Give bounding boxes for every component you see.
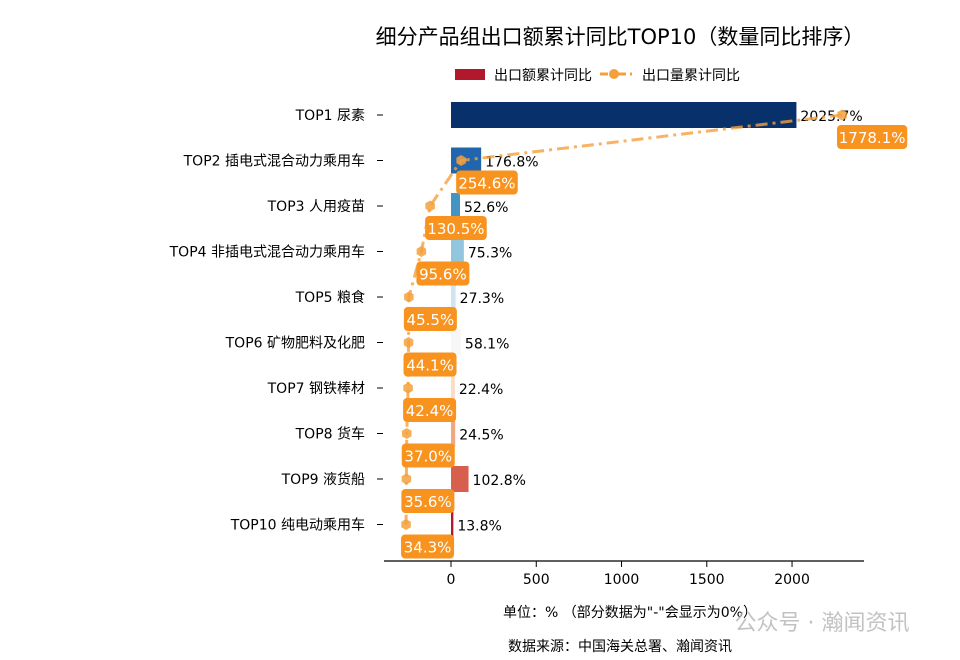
line-point (837, 109, 847, 121)
line-point (401, 473, 412, 485)
line-value-box (837, 125, 908, 149)
bar-value-label: 52.6% (464, 200, 508, 216)
legend-label-line: 出口量累计同比 (642, 68, 740, 84)
bar-value-label: 22.4% (459, 382, 503, 398)
bar (451, 511, 454, 538)
x-tick-label: 1500 (689, 572, 725, 588)
x-tick-label: 1000 (604, 572, 640, 588)
line-point (425, 200, 435, 212)
category-label: TOP10 纯电动乘用车 (230, 517, 365, 534)
line-value-label: 1778.1% (839, 129, 906, 147)
line-value-box (401, 489, 455, 513)
legend-label-bar: 出口额累计同比 (494, 68, 592, 84)
line-point (403, 382, 413, 394)
line-value-box (456, 170, 518, 195)
x-axis-label: 单位：% （部分数据为"-"会显示为0%） (503, 605, 757, 621)
x-tick-label: 500 (523, 572, 550, 588)
category-label: TOP4 非插电式混合动力乘用车 (169, 244, 365, 261)
category-label: TOP2 插电式混合动力乘用车 (183, 153, 365, 170)
category-label: TOP1 尿素 (295, 108, 365, 124)
watermark: 公众号 · 瀚闻资讯 (735, 611, 910, 636)
bar (451, 102, 797, 128)
line-point (416, 246, 427, 257)
category-label: TOP6 矿物肥料及化肥 (225, 336, 365, 352)
legend: 出口额累计同比 出口量累计同比 (455, 68, 740, 84)
bar (451, 375, 455, 401)
bar-value-label: 75.3% (468, 246, 512, 262)
line-value-label: 42.4% (406, 402, 454, 420)
line-value-label: 254.6% (458, 175, 515, 193)
line-value-box (403, 352, 457, 377)
line-value-box (425, 216, 487, 240)
bar-value-label: 27.3% (460, 291, 504, 307)
line-value-label: 95.6% (419, 266, 467, 284)
x-tick-label: 2000 (774, 572, 810, 588)
line-value-label: 34.3% (404, 539, 452, 557)
x-tick-label: 0 (447, 572, 456, 588)
category-label: TOP8 货车 (295, 426, 365, 443)
line-value-label: 130.5% (427, 220, 484, 238)
bar (451, 329, 461, 356)
line-value-label: 45.5% (407, 311, 455, 329)
chart-title: 细分产品组出口额累计同比TOP10（数量同比排序） (376, 25, 865, 49)
line-value-box (401, 443, 455, 468)
line-value-label: 37.0% (404, 448, 452, 466)
line-point (456, 155, 466, 166)
bar (451, 238, 464, 265)
category-label: TOP5 粮食 (295, 289, 365, 306)
line-value-box (403, 398, 457, 422)
category-label: TOP3 人用疫苗 (267, 199, 365, 215)
bar (451, 466, 469, 492)
bar (451, 193, 460, 219)
category-label: TOP9 液货船 (281, 471, 365, 488)
line-point (403, 337, 414, 348)
bar (451, 284, 456, 310)
line-point (401, 428, 412, 439)
bar-value-label: 176.8% (485, 155, 538, 171)
line-value-label: 35.6% (404, 493, 452, 511)
bar-value-label: 58.1% (465, 337, 509, 353)
legend-marker (609, 69, 619, 79)
legend-swatch-bar (455, 69, 485, 80)
line-value-box (416, 261, 470, 286)
line-value-label: 44.1% (406, 357, 454, 375)
line-value-box (403, 307, 457, 331)
category-label: TOP7 钢铁棒材 (267, 381, 365, 397)
bar-value-label: 102.8% (473, 473, 526, 489)
bar (451, 420, 456, 447)
source-note: 数据来源：中国海关总署、瀚闻资讯 (508, 639, 732, 655)
line-point (401, 519, 411, 530)
line-point (404, 291, 414, 303)
bar-value-label: 24.5% (459, 428, 503, 444)
bar-value-label: 13.8% (457, 519, 501, 535)
line-value-box (401, 534, 455, 559)
